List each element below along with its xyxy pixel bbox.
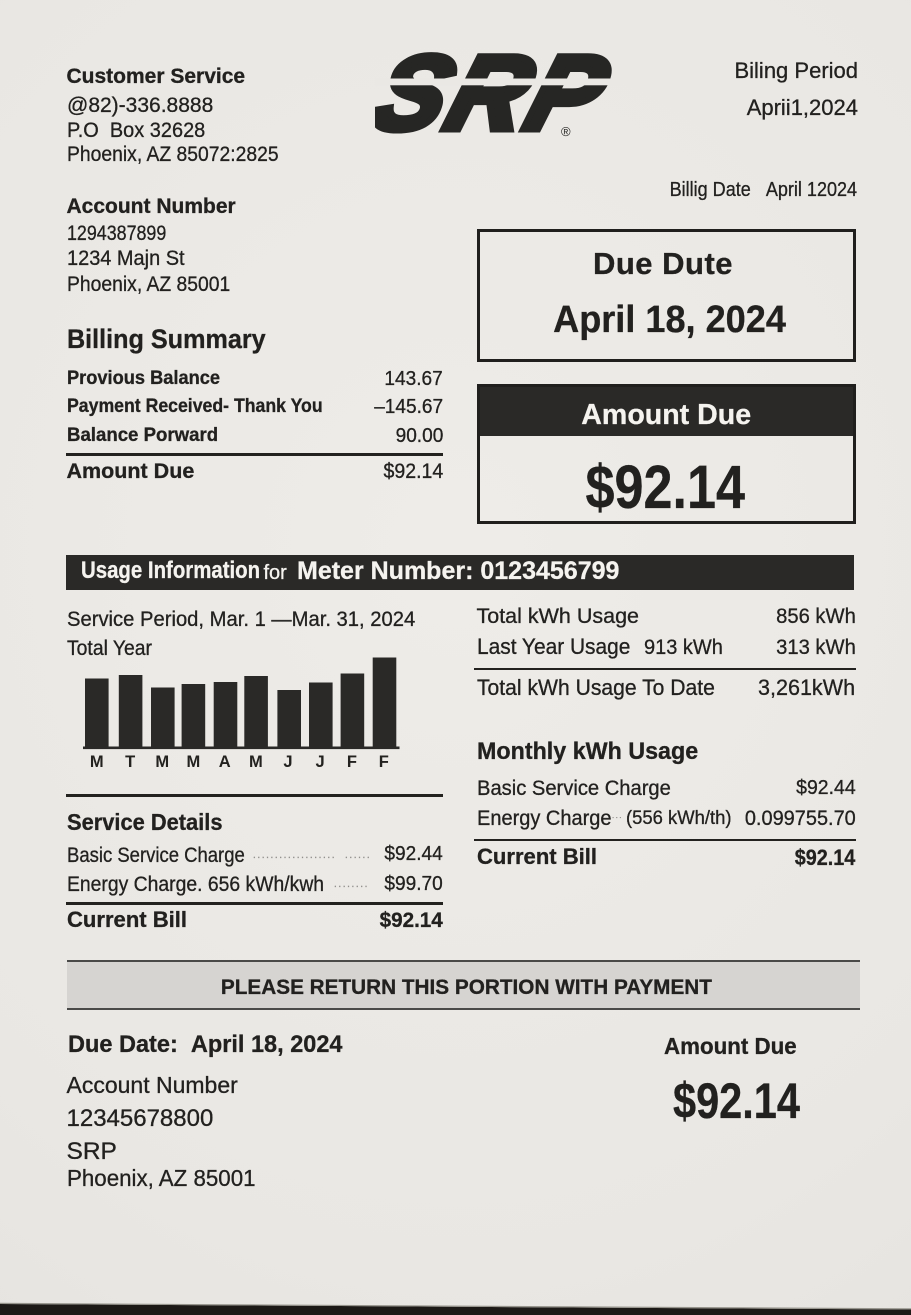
svg-text:F: F — [379, 753, 389, 771]
svg-text:M: M — [249, 753, 263, 771]
svg-text:SRP: SRP — [375, 52, 623, 140]
svg-text:M: M — [155, 753, 169, 771]
svg-text:F: F — [347, 753, 357, 771]
svg-text:A: A — [219, 753, 231, 771]
svg-text:T: T — [125, 753, 135, 771]
svg-text:J: J — [316, 753, 325, 771]
svg-text:®: ® — [561, 124, 571, 139]
svg-text:J: J — [283, 753, 292, 771]
svg-text:M: M — [90, 753, 104, 771]
svg-text:M: M — [187, 753, 201, 771]
